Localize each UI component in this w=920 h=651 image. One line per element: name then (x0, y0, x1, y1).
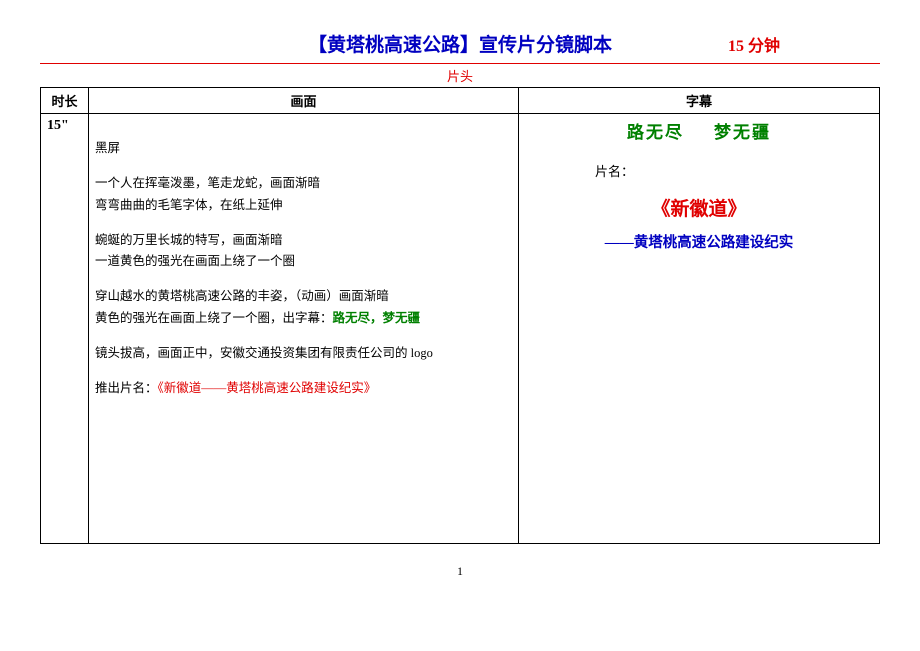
scene-p4: 穿山越水的黄塔桃高速公路的丰姿，（动画）画面渐暗黄色的强光在画面上绕了一个圈，出… (95, 286, 512, 329)
scene-p1: 黑屏 (95, 138, 512, 159)
scene-p5: 镜头拔高，画面正中，安徽交通投资集团有限责任公司的 logo (95, 343, 512, 364)
document-title: 【黄塔桃高速公路】宣传片分镜脚本 (308, 35, 612, 56)
cell-subtitle: 路无尽 梦无疆 片名： 《新徽道》 ——黄塔桃高速公路建设纪实 (519, 114, 880, 544)
subtitle-line4: ——黄塔桃高速公路建设纪实 (525, 231, 873, 252)
table-row: 15" 黑屏 一个人在挥毫泼墨，笔走龙蛇，画面渐暗弯弯曲曲的毛笔字体，在纸上延伸… (41, 114, 880, 544)
page-number: 1 (40, 564, 880, 579)
scene-p2: 一个人在挥毫泼墨，笔走龙蛇，画面渐暗弯弯曲曲的毛笔字体，在纸上延伸 (95, 173, 512, 216)
storyboard-table: 时长 画面 字幕 15" 黑屏 一个人在挥毫泼墨，笔走龙蛇，画面渐暗弯弯曲曲的毛… (40, 87, 880, 544)
duration-label: 15 分钟 (728, 32, 780, 56)
scene-p3: 蜿蜒的万里长城的特写，画面渐暗一道黄色的强光在画面上绕了一个圈 (95, 230, 512, 273)
section-label: 片头 (40, 66, 880, 85)
cell-scene: 黑屏 一个人在挥毫泼墨，笔走龙蛇，画面渐暗弯弯曲曲的毛笔字体，在纸上延伸 蜿蜒的… (89, 114, 519, 544)
table-header-row: 时长 画面 字幕 (41, 88, 880, 114)
col-header-subtitle: 字幕 (519, 88, 880, 114)
scene-p6-highlight: 《新徽道——黄塔桃高速公路建设纪实》 (158, 381, 377, 395)
subtitle-line3: 《新徽道》 (525, 194, 873, 221)
subtitle-line1a: 路无尽 (627, 123, 684, 142)
subtitle-line1: 路无尽 梦无疆 (525, 118, 873, 143)
scene-p4-highlight: 路无尽，梦无疆 (333, 311, 421, 325)
col-header-time: 时长 (41, 88, 89, 114)
document-header: 【黄塔桃高速公路】宣传片分镜脚本 15 分钟 (40, 30, 880, 57)
scene-p6-text: 推出片名： (95, 381, 158, 395)
header-rule (40, 63, 880, 64)
cell-time: 15" (41, 114, 89, 544)
scene-p6: 推出片名：《新徽道——黄塔桃高速公路建设纪实》 (95, 378, 512, 399)
subtitle-line1b: 梦无疆 (714, 123, 771, 142)
col-header-scene: 画面 (89, 88, 519, 114)
subtitle-line2: 片名： (525, 161, 873, 180)
